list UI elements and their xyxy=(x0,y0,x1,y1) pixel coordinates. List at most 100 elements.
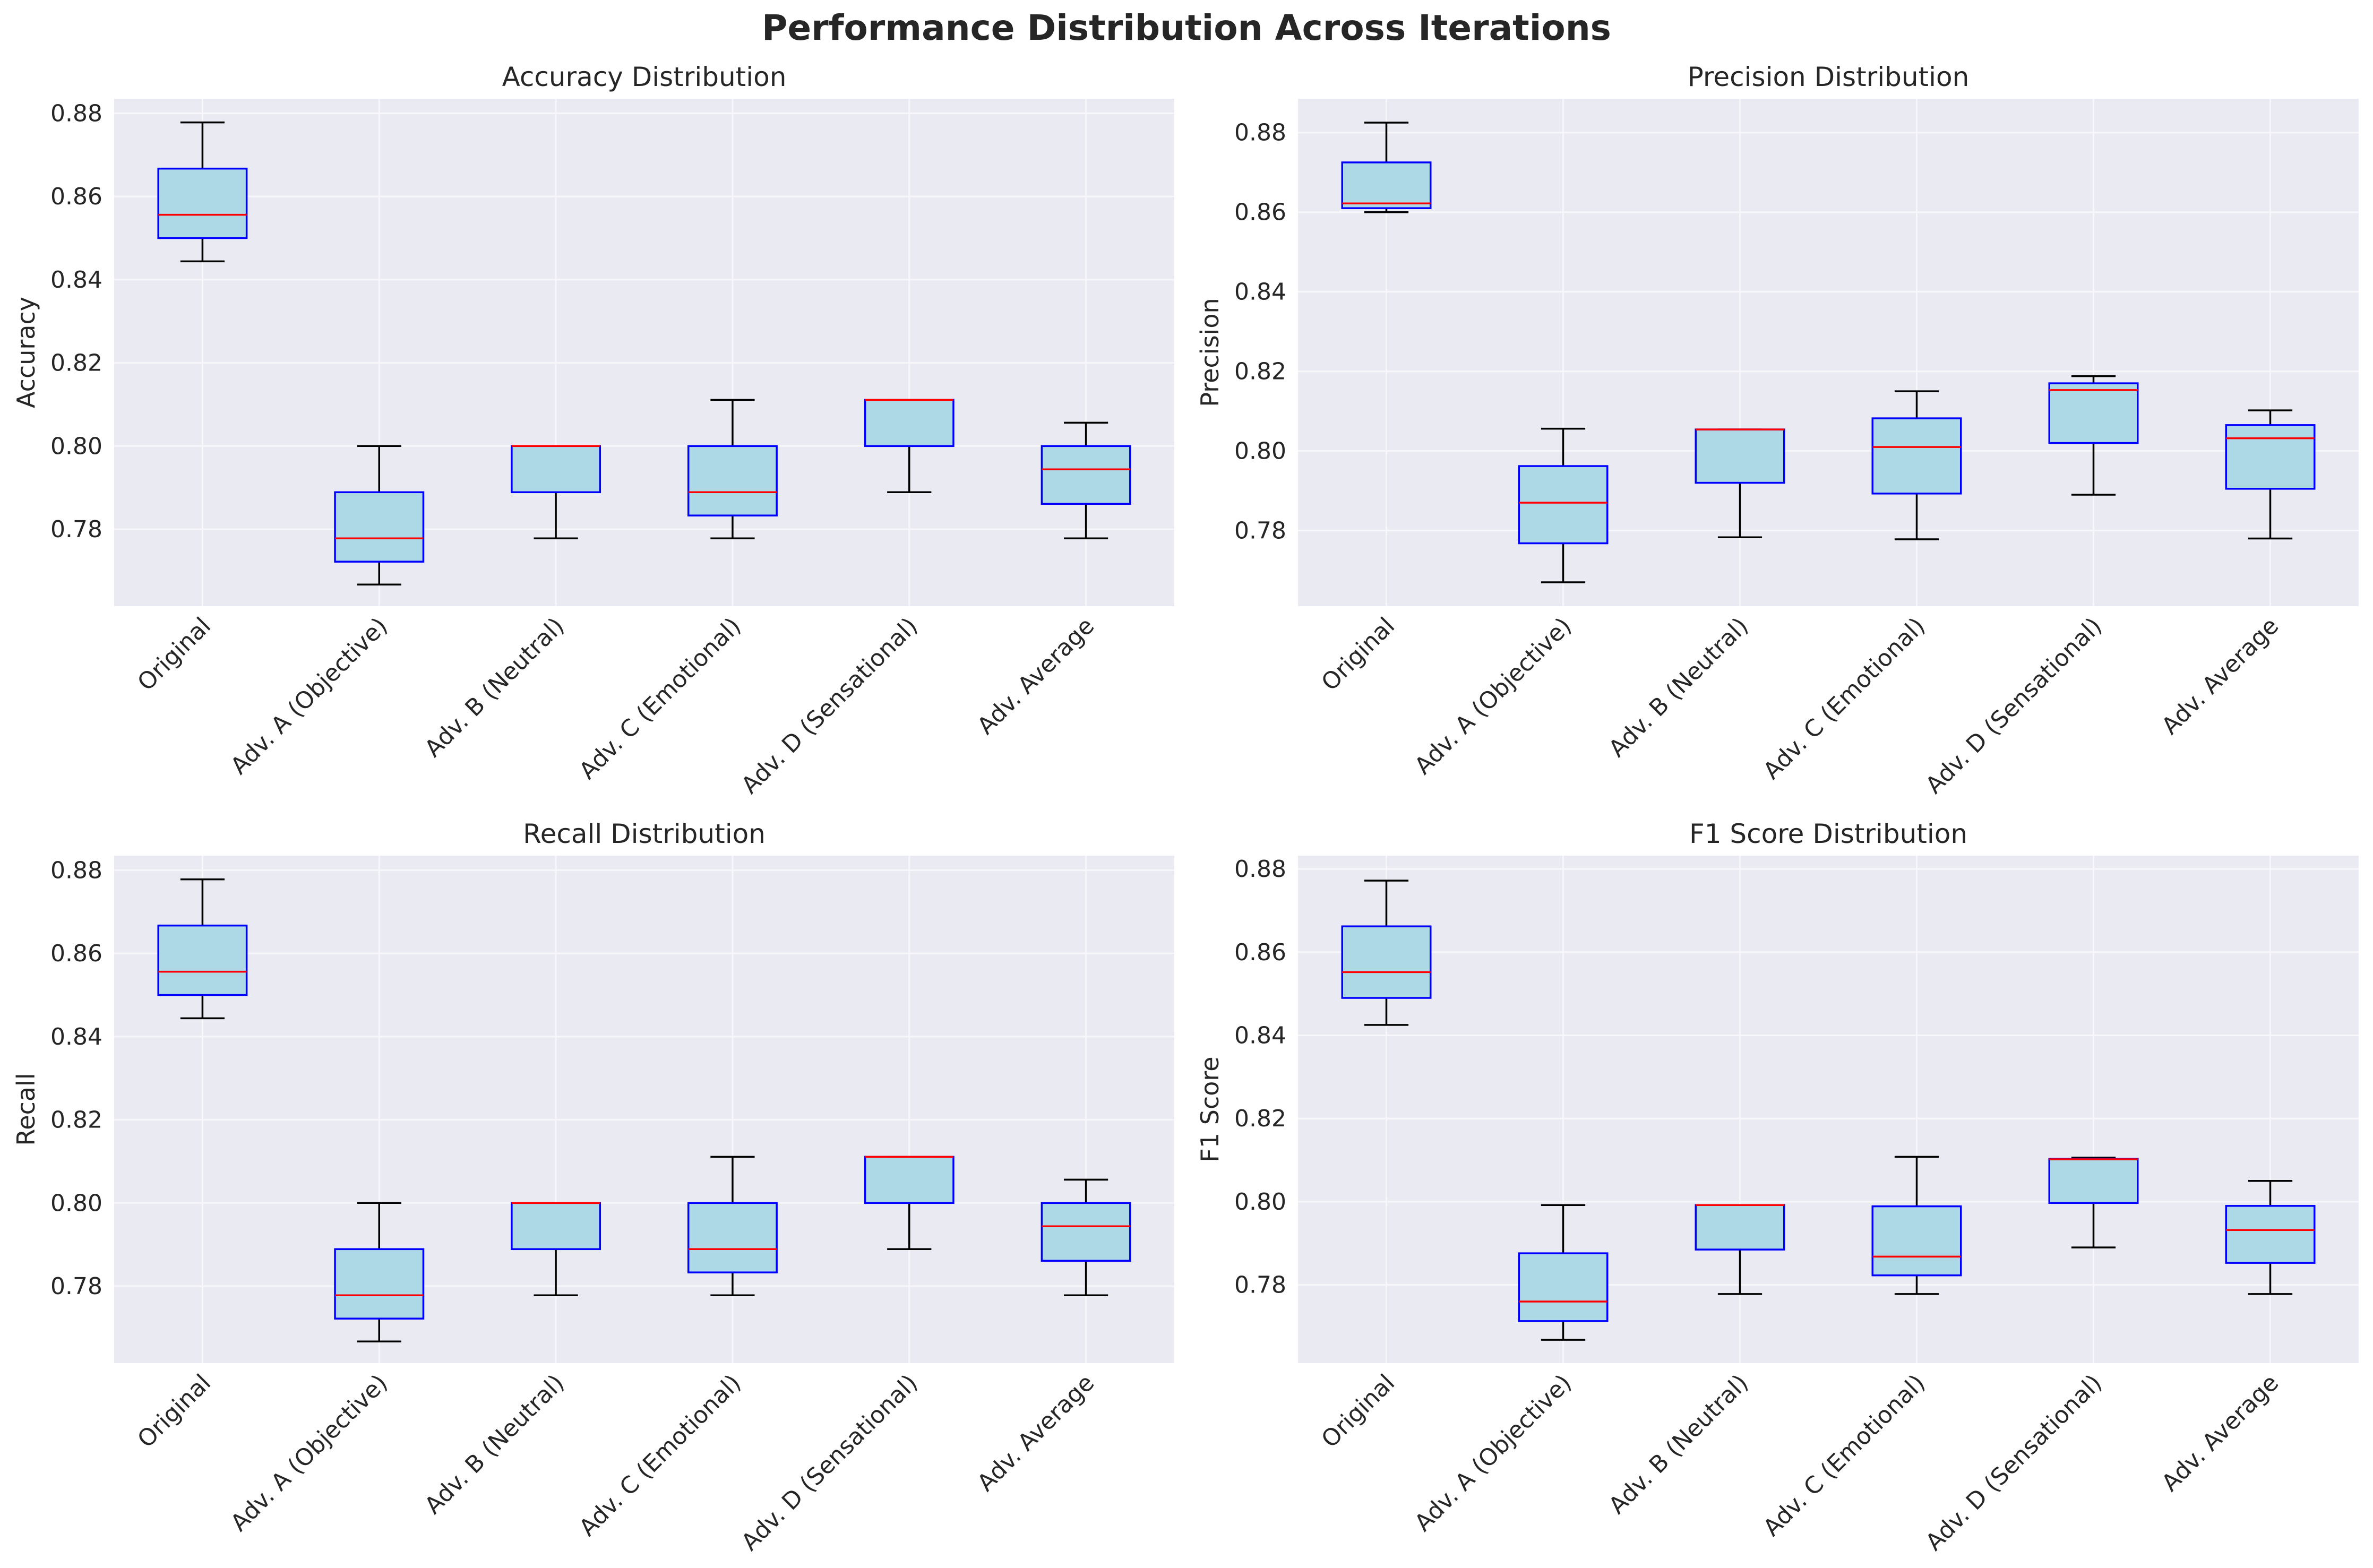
box-2 xyxy=(1518,427,1609,583)
subplot-title: Recall Distribution xyxy=(523,819,766,849)
box-body xyxy=(687,1202,778,1273)
x-tick-label: Adv. D (Sensational) xyxy=(1921,1369,2108,1556)
box-body xyxy=(1695,1204,1785,1251)
x-tick-label: Adv. C (Emotional) xyxy=(574,1369,746,1542)
box-4 xyxy=(1871,390,1962,540)
box-body xyxy=(1041,1202,1131,1262)
box-body xyxy=(2048,382,2139,444)
y-tick-label: 0.78 xyxy=(1234,518,1286,545)
x-tick-label: Adv. B (Neutral) xyxy=(1604,1369,1754,1520)
plot-area xyxy=(1298,99,2359,606)
x-tick-label: Adv. Average xyxy=(972,613,1099,740)
y-tick-label: 0.86 xyxy=(1234,939,1286,966)
box-1 xyxy=(157,878,248,1020)
box-body xyxy=(687,445,778,516)
x-tick-label: Adv. A (Objective) xyxy=(226,613,393,780)
box-6 xyxy=(1041,1178,1131,1297)
box-4 xyxy=(1871,1156,1962,1295)
box-body xyxy=(1871,417,1962,495)
y-tick-label: 0.86 xyxy=(50,940,102,967)
box-body xyxy=(864,1156,955,1204)
y-tick-label: 0.88 xyxy=(1234,856,1286,883)
y-tick-label: 0.86 xyxy=(50,183,102,210)
box-6 xyxy=(1041,421,1131,540)
y-tick-label: 0.86 xyxy=(1234,199,1286,226)
subplot-title: Accuracy Distribution xyxy=(502,62,787,92)
plot-area xyxy=(1298,856,2359,1363)
box-body xyxy=(1341,925,1432,999)
box-body xyxy=(1518,465,1609,545)
box-1 xyxy=(157,121,248,263)
x-tick-label: Adv. A (Objective) xyxy=(1409,613,1577,780)
box-body xyxy=(2225,1205,2316,1264)
box-body xyxy=(2225,424,2316,490)
x-tick-label: Adv. C (Emotional) xyxy=(1758,613,1931,785)
box-body xyxy=(1518,1252,1609,1322)
box-6 xyxy=(2225,409,2316,540)
box-body xyxy=(511,445,601,494)
y-tick-label: 0.84 xyxy=(1234,279,1286,306)
box-body xyxy=(2048,1158,2139,1204)
x-tick-label: Adv. B (Neutral) xyxy=(419,1369,570,1520)
x-tick-label: Adv. C (Emotional) xyxy=(574,613,746,785)
x-tick-label: Adv. D (Sensational) xyxy=(1921,613,2108,799)
box-5 xyxy=(864,1156,955,1251)
box-3 xyxy=(511,445,601,540)
box-body xyxy=(334,491,425,563)
y-tick-label: 0.78 xyxy=(50,1273,102,1300)
y-tick-label: 0.80 xyxy=(1234,438,1286,465)
x-tick-label: Original xyxy=(132,1369,216,1453)
box-6 xyxy=(2225,1180,2316,1295)
box-body xyxy=(1341,161,1432,209)
x-tick-label: Adv. C (Emotional) xyxy=(1758,1369,1931,1542)
x-tick-label: Original xyxy=(1316,613,1400,696)
y-tick-label: 0.88 xyxy=(50,857,102,884)
x-tick-label: Original xyxy=(132,613,216,696)
y-axis-label: F1 Score xyxy=(1196,1056,1224,1162)
y-tick-label: 0.80 xyxy=(1234,1188,1286,1216)
y-axis-label: Precision xyxy=(1196,298,1224,407)
box-body xyxy=(334,1248,425,1320)
y-tick-label: 0.88 xyxy=(50,100,102,127)
y-tick-label: 0.78 xyxy=(50,516,102,543)
box-4 xyxy=(687,399,778,540)
y-tick-label: 0.80 xyxy=(50,1190,102,1217)
y-tick-label: 0.88 xyxy=(1234,119,1286,147)
box-body xyxy=(1041,445,1131,505)
box-5 xyxy=(2048,375,2139,496)
box-3 xyxy=(511,1202,601,1297)
box-2 xyxy=(334,445,425,586)
y-tick-label: 0.82 xyxy=(50,1107,102,1134)
y-tick-label: 0.80 xyxy=(50,433,102,460)
box-2 xyxy=(1518,1204,1609,1341)
box-body xyxy=(157,167,248,239)
x-tick-label: Adv. Average xyxy=(2156,613,2284,740)
y-tick-label: 0.82 xyxy=(1234,1105,1286,1132)
box-4 xyxy=(687,1156,778,1297)
box-2 xyxy=(334,1202,425,1343)
figure-title: Performance Distribution Across Iteratio… xyxy=(762,7,1611,48)
x-tick-label: Adv. B (Neutral) xyxy=(419,613,570,763)
y-axis-label: Recall xyxy=(12,1073,40,1145)
box-3 xyxy=(1695,1204,1785,1295)
subplot-1: 0.78 0.80 0.82 0.84 0.86 0.88 Original Adv. A (… xyxy=(12,62,1174,799)
x-tick-label: Adv. A (Objective) xyxy=(1409,1369,1577,1537)
y-axis-label: Accuracy xyxy=(12,297,40,408)
x-tick-label: Adv. D (Sensational) xyxy=(736,613,923,799)
box-body xyxy=(1695,428,1785,484)
x-tick-label: Adv. Average xyxy=(972,1369,1099,1497)
x-tick-label: Adv. D (Sensational) xyxy=(736,1369,923,1556)
x-tick-label: Adv. Average xyxy=(2156,1369,2284,1497)
x-tick-label: Original xyxy=(1316,1369,1400,1453)
y-tick-label: 0.82 xyxy=(50,350,102,377)
y-tick-label: 0.84 xyxy=(50,1023,102,1050)
subplot-3: 0.78 0.80 0.82 0.84 0.86 0.88 Original Adv. A (… xyxy=(12,819,1174,1556)
box-3 xyxy=(1695,428,1785,539)
y-tick-label: 0.84 xyxy=(1234,1022,1286,1049)
x-tick-label: Adv. B (Neutral) xyxy=(1604,613,1754,763)
subplot-4: 0.78 0.80 0.82 0.84 0.86 0.88 Original Adv. A (… xyxy=(1196,819,2359,1556)
box-body xyxy=(157,924,248,996)
y-tick-label: 0.82 xyxy=(1234,358,1286,385)
box-body xyxy=(511,1202,601,1251)
